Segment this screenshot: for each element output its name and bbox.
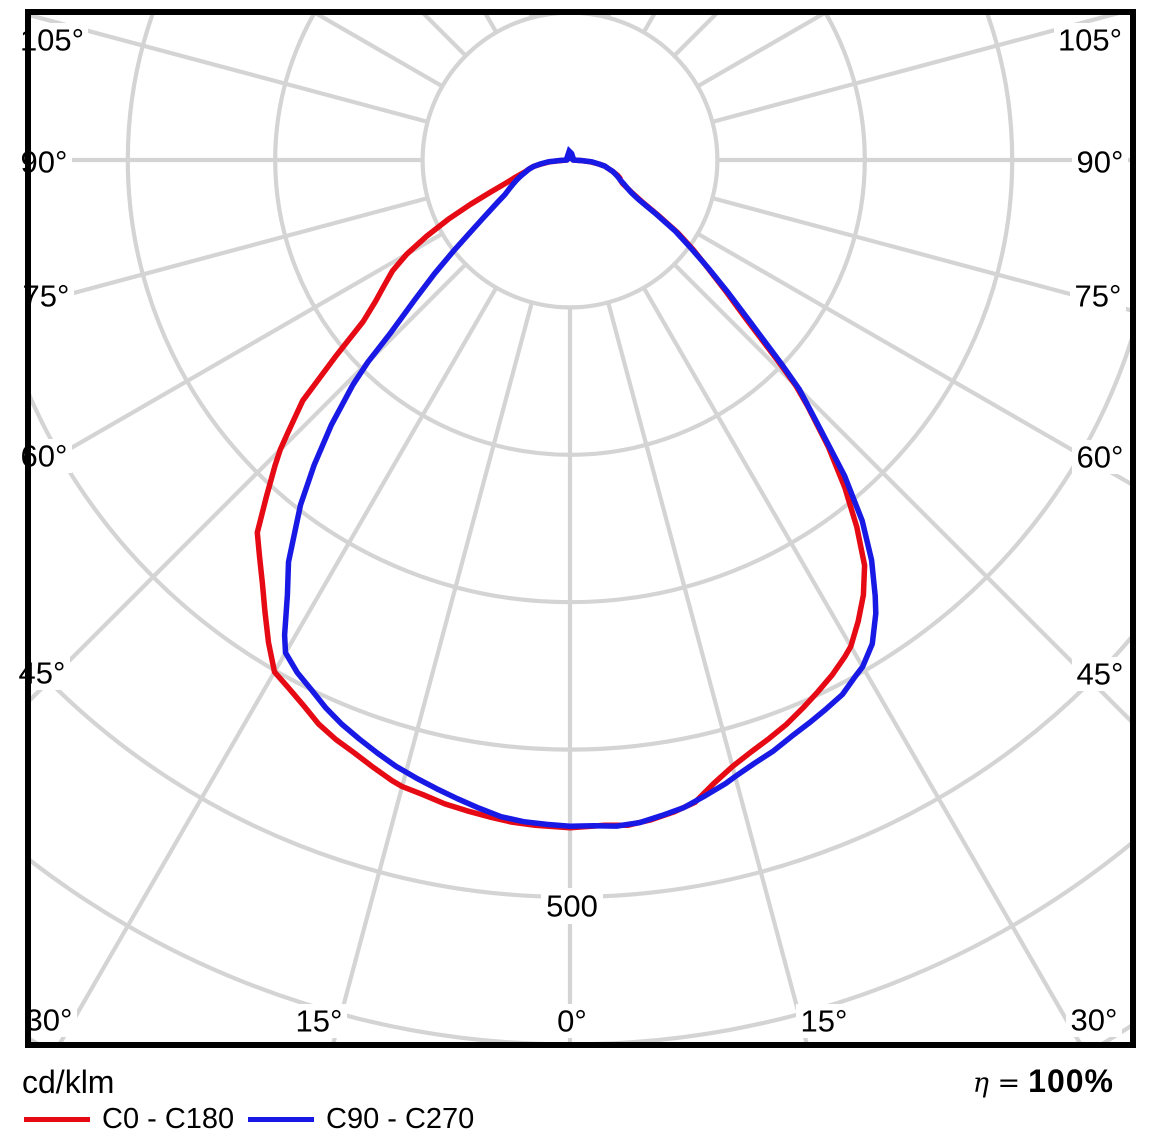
curve-C90-C270 [281,157,879,829]
grid-ray-330 [58,286,499,1042]
angle-label-1: 90° [21,145,68,180]
grid-ray-285 [31,196,429,307]
radial-tick-label-500: 500 [546,889,598,924]
grid-ray-45 [672,262,1130,723]
angle-label-8: 15° [801,1004,848,1039]
angle-label-4: 45° [19,656,66,691]
grid-ray-105 [711,15,1120,124]
legend-swatch-red [24,1117,90,1122]
angle-label-0: 105° [20,23,84,58]
angle-label-7: 0° [557,1004,587,1039]
grid-ray-345 [331,301,534,1042]
units-label: cd/klm [22,1064,115,1100]
efficiency-value: 100% [1028,1063,1114,1099]
angle-label-3: 60° [21,439,68,474]
grid-ray-255 [31,15,429,124]
angle-label-9: 30° [1071,1003,1118,1038]
angle-label-13: 90° [1077,145,1124,180]
angle-label-14: 105° [1058,23,1122,58]
grid-ray-315 [31,262,468,702]
angle-label-10: 45° [1077,657,1124,692]
curve-apex-marker [563,146,577,161]
plot-border [25,9,1136,1048]
angle-label-2: 75° [23,279,70,314]
grid-ray-15 [606,301,809,1042]
grid-ray-300 [31,231,444,474]
legend-item-c90-c270: C90 - C270 [248,1103,474,1136]
legend-label-c90-c270: C90 - C270 [326,1103,475,1135]
grid-ray-30 [641,286,1082,1042]
legend-label-c0-c180: C0 - C180 [102,1103,235,1135]
legend-swatch-blue [248,1117,314,1122]
angle-label-6: 15° [296,1004,343,1039]
efficiency-prefix: η = [972,1068,1021,1099]
legend-item-c0-c180: C0 - C180 [24,1103,234,1136]
angle-label-12: 75° [1075,279,1122,314]
angle-label-5: 30° [26,1003,73,1038]
angle-label-11: 60° [1077,440,1124,475]
grid-ray-75 [711,196,1130,313]
grid-ray-60 [696,231,1130,486]
efficiency-label: η = 100% [973,1063,1114,1100]
